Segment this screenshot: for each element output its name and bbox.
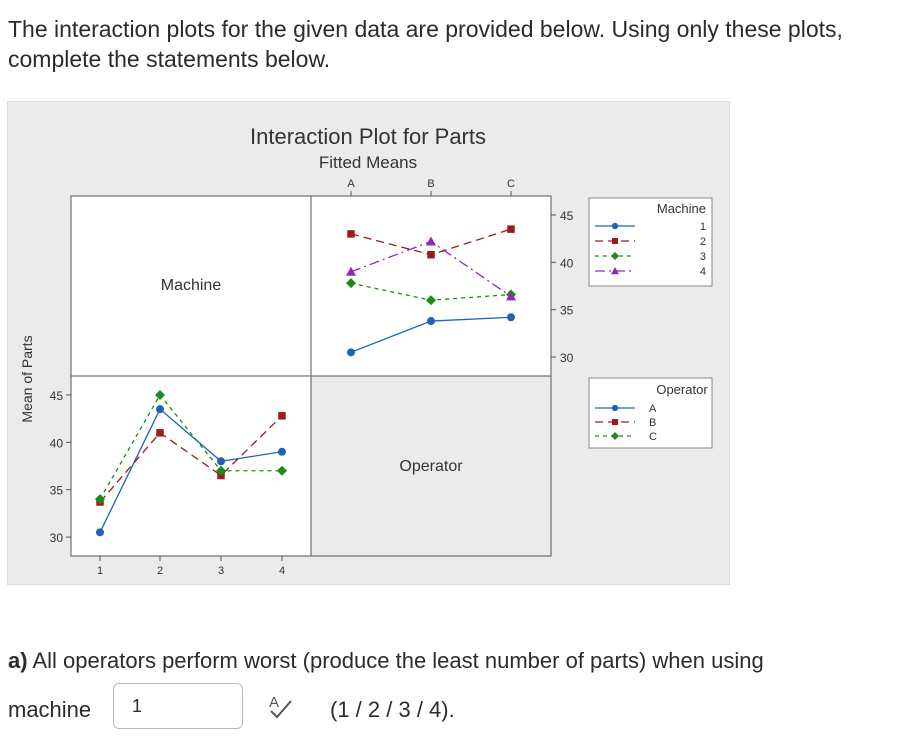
legend-machine-marker-2 [612, 238, 618, 244]
legend-operator-label-C: C [649, 431, 657, 443]
machine-point-2 [347, 230, 355, 238]
y-tick-label-right: 35 [560, 304, 574, 318]
chart-subtitle: Fitted Means [319, 153, 417, 172]
question-a: a) All operators perform worst (produce … [8, 648, 764, 674]
y-tick-label-left: 30 [50, 531, 64, 545]
y-tick-label-right: 30 [560, 351, 574, 365]
y-axis-label: Mean of Parts [19, 335, 35, 422]
legend-operator-marker-B [612, 419, 618, 425]
operator-point-A [278, 447, 286, 456]
x-tick-label-bottom: 1 [97, 565, 103, 577]
machine-prefix: machine [8, 697, 92, 722]
legend-machine-label-3: 3 [700, 251, 706, 263]
legend-machine-marker-1 [611, 222, 619, 230]
legend-machine-title: Machine [657, 201, 706, 216]
operator-point-A [156, 405, 164, 414]
answer-choices: (1 / 2 / 3 / 4). [330, 697, 455, 722]
diagonal-label-operator: Operator [399, 458, 463, 475]
operator-point-B [278, 412, 286, 420]
chart-title: Interaction Plot for Parts [250, 124, 486, 149]
operator-point-C [95, 494, 105, 505]
operator-line-A [99, 408, 283, 533]
diagonal-label-machine: Machine [161, 277, 222, 294]
x-tick-label-top: A [347, 178, 355, 190]
machine-point-1 [427, 317, 435, 326]
operator-point-B [156, 429, 164, 437]
y-tick-label-right: 45 [560, 209, 574, 223]
x-tick-label-bottom: 3 [218, 565, 224, 577]
spellcheck-icon[interactable]: A [266, 690, 296, 720]
machine-point-2 [507, 225, 515, 233]
intro-text: The interaction plots for the given data… [8, 16, 843, 72]
machine-point-1 [507, 313, 515, 322]
question-a-line2: machine [8, 688, 91, 732]
interaction-plot-svg: Interaction Plot for Parts Fitted Means Ma… [19, 124, 713, 577]
y-tick-label-left: 40 [50, 436, 64, 450]
operator-point-C [155, 389, 165, 400]
interaction-plot-figure: Interaction Plot for Parts Fitted Means Ma… [7, 101, 730, 585]
x-tick-label-top: B [427, 178, 434, 190]
legend-machine-label-2: 2 [700, 236, 706, 248]
machine-point-3 [346, 278, 356, 289]
question-a-label: a) [8, 648, 28, 673]
x-tick-label-bottom: 2 [157, 565, 163, 577]
operator-point-C [216, 465, 226, 476]
legend-machine-label-1: 1 [700, 221, 706, 233]
legend-machine-marker-4 [611, 267, 619, 275]
panel-machine-diagonal [70, 195, 312, 377]
machine-point-3 [426, 295, 436, 306]
machine-point-4 [346, 266, 356, 276]
legend-machine-marker-3 [611, 252, 619, 260]
panel-operator-by-machine [70, 375, 312, 557]
operator-point-C [277, 465, 287, 476]
operator-point-A [217, 457, 225, 466]
machine-point-1 [347, 348, 355, 357]
x-tick-label-top: C [507, 178, 515, 190]
answer-value: 1 [132, 695, 143, 716]
operator-point-A [96, 528, 104, 537]
operator-line-B [99, 415, 283, 503]
legend-operator [588, 377, 713, 449]
x-tick-label-bottom: 4 [279, 565, 285, 577]
operator-line-C [99, 393, 282, 500]
legend-machine-label-4: 4 [700, 266, 706, 278]
machine-point-4 [506, 291, 516, 301]
y-tick-label-right: 40 [560, 256, 574, 270]
svg-text:A: A [269, 694, 279, 711]
legend-operator-marker-C [611, 432, 619, 440]
legend-operator-label-A: A [649, 403, 657, 415]
answer-input[interactable]: 1 [113, 683, 243, 729]
y-tick-label-left: 45 [50, 389, 64, 403]
legend-operator-marker-A [611, 404, 619, 412]
panel-operator-diagonal [310, 375, 552, 557]
question-a-text: All operators perform worst (produce the… [27, 648, 764, 673]
y-tick-label-left: 35 [50, 484, 64, 498]
machine-point-4 [426, 236, 436, 246]
panel-machine-by-operator [310, 195, 552, 377]
legend-operator-title: Operator [656, 382, 708, 397]
machine-point-2 [427, 250, 435, 259]
legend-operator-label-B: B [649, 417, 656, 429]
